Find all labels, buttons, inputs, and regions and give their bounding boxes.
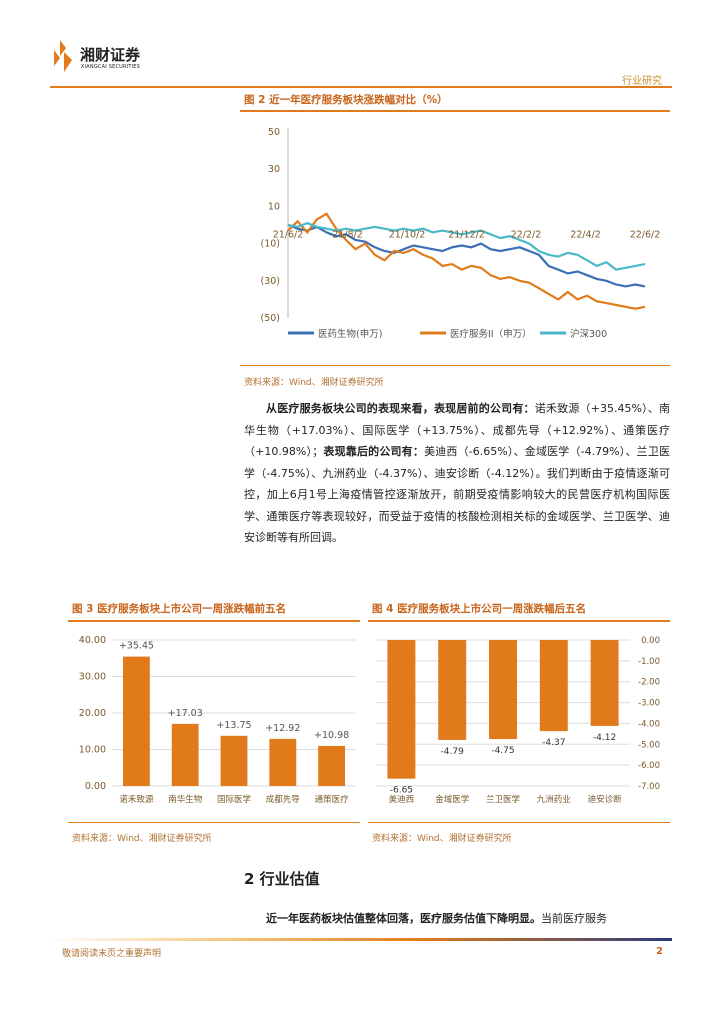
logo [50, 38, 78, 78]
figure2-legend-label: 医疗服务II（申万） [450, 328, 532, 340]
figure2-series-line [287, 223, 646, 288]
figure3-bar [122, 656, 150, 786]
figure4-title-rule [368, 620, 670, 622]
figure2-source: 资料来源：Wind、湘财证券研究所 [244, 378, 384, 388]
figure3-chart: 40.00 30.00 20.00 10.00 0.00 +35.45 诺禾致源 +17.0… [79, 635, 356, 805]
company-name-en: XIANGCAI SECURITIES [81, 64, 141, 70]
figure3-source: 资料来源：Wind、湘财证券研究所 [72, 834, 212, 844]
paragraph-top-companies: 诺禾致源（+35.45%）、南华生物（+17.03%）、国际医学（+13.75%… [244, 402, 670, 458]
figure2-x-tick: 21/8/2 [332, 230, 363, 241]
figure3-title-rule [68, 620, 360, 622]
figure2-x-tick: 22/6/2 [630, 230, 661, 241]
report-category: 行业研究 [622, 76, 662, 87]
figure2-x-tick: 21/10/2 [389, 230, 426, 241]
figure4-bar [438, 640, 467, 740]
figure3-y-tick: 40.00 [79, 635, 106, 646]
figure4-y-tick: -3.00 [638, 699, 660, 709]
figure3-data-label: +12.92 [265, 723, 300, 734]
figure4-bar [387, 640, 416, 779]
figure3-title: 图 3 医疗服务板块上市公司一周涨跌幅前五名 [72, 603, 287, 615]
figure3-category-label: 南华生物 [168, 794, 203, 805]
figure3-category-label: 国际医学 [217, 794, 252, 805]
section2-paragraph: 近一年医药板块估值整体回落，医疗服务估值下降明显。当前医疗服务 [244, 910, 670, 926]
company-name-cn: 湘财证券 [80, 46, 141, 64]
figure2-y-tick: (30) [260, 276, 280, 287]
figure4-y-tick: 0.00 [641, 636, 660, 646]
figure2-legend-label: 沪深300 [570, 328, 607, 340]
figure3-y-tick: 0.00 [85, 781, 106, 792]
figure4-category-label: 金域医学 [435, 794, 470, 805]
figure4-y-tick: -1.00 [638, 657, 660, 667]
figure4-data-label: -4.79 [441, 747, 465, 757]
figure4-category-label: 迪安诊断 [588, 794, 623, 805]
figure4-chart: 0.00-1.00-2.00-3.00-4.00-5.00-6.00-7.00 … [376, 636, 660, 805]
figure4-category-label: 美迪西 [389, 794, 415, 805]
figure3-category-label: 通策医疗 [315, 794, 350, 805]
figure3-y-tick: 10.00 [79, 745, 106, 756]
figure2-x-tick: 22/2/2 [511, 230, 542, 241]
figure2-bottom-rule [240, 365, 670, 366]
figure4-y-tick: -5.00 [638, 740, 660, 750]
logo-icon [54, 40, 72, 72]
figure4-bottom-rule [368, 822, 670, 823]
figure4-category-label: 兰卫医学 [486, 794, 521, 805]
figure2-legend-label: 医药生物(申万) [318, 328, 382, 340]
section2-lead: 近一年医药板块估值整体回落，医疗服务估值下降明显。 [266, 912, 541, 925]
paragraph-lag-companies: 美迪西（-6.65%）、金域医学（-4.79%）、兰卫医学（-4.75%）、九洲… [244, 445, 671, 544]
figure2-title: 图 2 近一年医疗服务板块涨跌幅对比（%） [244, 94, 448, 106]
figure3-y-tick: 20.00 [79, 708, 106, 719]
figure2-x-tick: 22/4/2 [570, 230, 601, 241]
figure2-x-tick: 21/12/2 [448, 230, 485, 241]
figure2-chart: 50 30 10 (10) (30) (50) 21/6/2 21/8/2 21/10/2 21… [260, 127, 661, 340]
figure4-y-tick: -6.00 [638, 761, 660, 771]
figure3-y-tick: 30.00 [79, 672, 106, 683]
figure4-bar [590, 640, 619, 726]
footer-disclaimer: 敬请阅读末页之重要声明 [62, 949, 162, 959]
figure3-bar [318, 745, 346, 786]
figure4-data-label: -4.12 [593, 733, 616, 743]
figure2-y-tick: 10 [268, 201, 280, 212]
figure3-data-label: +17.03 [168, 708, 203, 719]
figure4-category-label: 九洲药业 [537, 794, 571, 805]
paragraph-lead: 从医疗服务板块公司的表现来看，表现居前的公司有： [266, 402, 535, 415]
figure4-title: 图 4 医疗服务板块上市公司一周涨跌幅后五名 [372, 603, 587, 615]
section2-title: 2 行业估值 [244, 870, 320, 888]
header-rule [50, 86, 672, 88]
figure3-bottom-rule [68, 822, 360, 823]
figure2-y-tick: 50 [268, 127, 280, 138]
figure4-data-label: -4.37 [542, 738, 565, 748]
figure2-title-rule [240, 110, 670, 112]
figure2-y-tick: (50) [260, 313, 280, 324]
figure3-bar [269, 738, 297, 786]
figure2-y-tick: (10) [260, 239, 280, 250]
figure3-bar [220, 735, 248, 786]
figure4-bar [539, 640, 568, 732]
paragraph-lag-lead: 表现靠后的公司有： [323, 445, 425, 458]
figure4-y-tick: -2.00 [638, 678, 660, 688]
figure3-category-label: 成都先导 [266, 794, 301, 805]
figure3-category-label: 诺禾致源 [119, 794, 154, 805]
figure2-y-tick: 30 [268, 164, 280, 175]
figure4-y-tick: -7.00 [638, 782, 660, 792]
figure4-y-tick: -4.00 [638, 719, 660, 729]
figure2-series-line [287, 221, 646, 271]
page-number: 2 [656, 946, 663, 957]
section2-text: 当前医疗服务 [541, 912, 607, 925]
figure2-x-tick: 21/6/2 [273, 230, 304, 241]
figure3-data-label: +13.75 [216, 720, 251, 731]
figure3-bar [171, 723, 199, 786]
figure2-series-line [287, 212, 646, 310]
figure4-data-label: -6.65 [390, 786, 413, 796]
analysis-paragraph: 从医疗服务板块公司的表现来看，表现居前的公司有：诺禾致源（+35.45%）、南华… [244, 398, 670, 549]
figure4-data-label: -4.75 [491, 746, 514, 756]
footer-rule [50, 938, 672, 941]
figure4-source: 资料来源：Wind、湘财证券研究所 [372, 834, 512, 844]
figure3-data-label: +35.45 [119, 641, 154, 652]
figure4-bar [489, 640, 517, 740]
figure3-data-label: +10.98 [314, 730, 349, 741]
